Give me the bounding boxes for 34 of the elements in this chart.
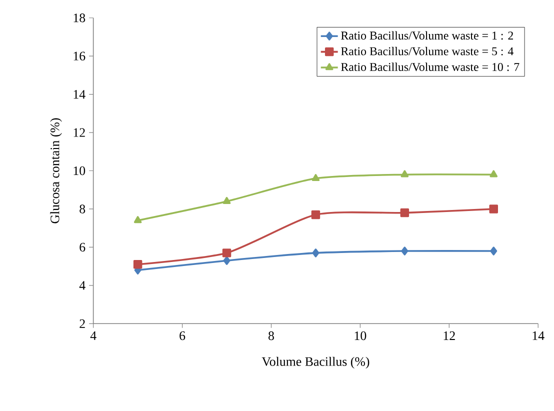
y-axis-title: Glucosa contain (%) — [50, 118, 62, 224]
x-tick-label: 14 — [532, 331, 544, 340]
point — [312, 174, 320, 182]
x-axis-title: Volume Bacillus (%) — [262, 356, 370, 369]
point — [134, 216, 142, 224]
point — [490, 170, 498, 178]
point — [490, 246, 498, 256]
point — [400, 208, 410, 218]
y-tick-label: 8 — [80, 204, 86, 214]
point — [400, 170, 409, 178]
x-tick-label: 12 — [444, 331, 455, 340]
y-tick-label: 12 — [74, 128, 85, 137]
y-tick-label: 10 — [74, 166, 86, 176]
y-tick-label: 14 — [74, 90, 86, 99]
point — [401, 246, 408, 256]
x-tick-label: 6 — [180, 331, 186, 340]
legend-label: Ratio Bacillus/Volume waste = 5 : 4 — [341, 46, 514, 56]
x-tick-label: 8 — [268, 331, 274, 340]
y-tick-label: 2 — [80, 319, 85, 328]
point — [133, 260, 142, 269]
legend-label: Ratio Bacillus/Volume waste = 10 : 7 — [341, 62, 520, 72]
point — [489, 204, 498, 214]
point — [222, 248, 232, 258]
point — [312, 248, 320, 258]
y-tick-label: 6 — [80, 242, 86, 252]
x-tick-label: 4 — [90, 331, 96, 340]
point — [311, 210, 320, 220]
legend-label: Ratio Bacillus/Volume waste = 1 : 2 — [341, 31, 513, 40]
y-tick-label: 16 — [74, 52, 86, 60]
point — [223, 256, 230, 265]
point — [222, 196, 231, 204]
y-tick-label: 18 — [74, 14, 86, 22]
x-tick-label: 10 — [354, 331, 366, 340]
y-tick-label: 4 — [79, 281, 86, 290]
